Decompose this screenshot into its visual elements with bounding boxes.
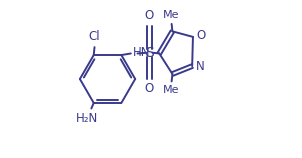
Text: S: S bbox=[145, 46, 154, 60]
Text: Cl: Cl bbox=[89, 30, 100, 43]
Text: O: O bbox=[145, 9, 154, 22]
Text: N: N bbox=[196, 60, 204, 73]
Text: O: O bbox=[145, 82, 154, 95]
Text: O: O bbox=[196, 29, 206, 42]
Text: H₂N: H₂N bbox=[76, 112, 98, 125]
Text: Me: Me bbox=[163, 85, 180, 95]
Text: Me: Me bbox=[163, 10, 180, 20]
Text: HN: HN bbox=[133, 46, 151, 59]
